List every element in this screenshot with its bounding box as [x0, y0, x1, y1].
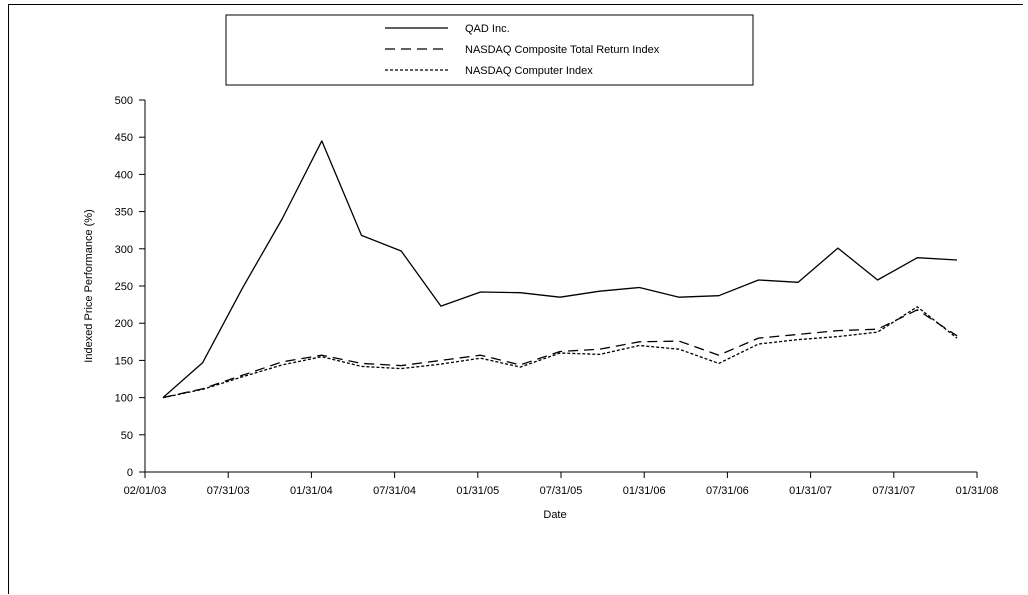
legend-label-nasdaq-computer: NASDAQ Computer Index [465, 65, 593, 77]
legend-box [225, 14, 754, 86]
series-line-nasdaq-composite [162, 309, 958, 399]
y-tick-label: 500 [115, 95, 133, 107]
y-tick-label: 50 [121, 430, 133, 442]
chart-frame [8, 4, 1023, 594]
series-lines [162, 140, 958, 399]
y-tick-label: 400 [115, 169, 133, 181]
y-tick-label: 150 [115, 355, 133, 367]
x-tick-label: 02/01/03 [124, 485, 167, 497]
x-tick-label: 07/31/07 [872, 485, 915, 497]
legend-label-qad: QAD Inc. [465, 23, 510, 35]
x-tick-label: 01/31/07 [789, 485, 832, 497]
y-tick-label: 350 [115, 207, 133, 219]
y-tick-label: 450 [115, 132, 133, 144]
x-tick-label: 01/31/06 [623, 485, 666, 497]
x-tick-label: 07/31/03 [207, 485, 250, 497]
legend-label-nasdaq-composite: NASDAQ Composite Total Return Index [465, 44, 660, 56]
x-tick-label: 01/31/05 [456, 485, 499, 497]
x-ticks: 02/01/03 07/31/03 01/31/04 07/31/04 01/31/05… [124, 472, 999, 497]
x-tick-label: 01/31/04 [290, 485, 333, 497]
series-line-qad [162, 140, 958, 399]
x-tick-label: 07/31/04 [373, 485, 416, 497]
series-line-nasdaq-computer [162, 306, 958, 399]
x-axis-title: Date [543, 509, 566, 521]
y-axis-title: Indexed Price Performance (%) [83, 209, 95, 362]
y-tick-label: 300 [115, 244, 133, 256]
legend: QAD Inc. NASDAQ Composite Total Return I… [225, 14, 754, 86]
y-tick-label: 250 [115, 281, 133, 293]
y-tick-label: 0 [127, 467, 133, 479]
y-ticks: 0 50 100 150 200 250 300 350 400 450 500 [115, 95, 145, 479]
x-tick-label: 01/31/08 [956, 485, 999, 497]
x-tick-label: 07/31/05 [540, 485, 583, 497]
y-tick-label: 200 [115, 318, 133, 330]
x-tick-label: 07/31/06 [706, 485, 749, 497]
y-tick-label: 100 [115, 393, 133, 405]
